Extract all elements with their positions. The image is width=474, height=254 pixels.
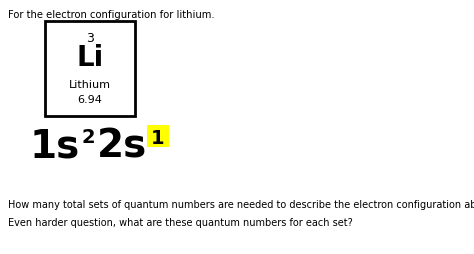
Text: Even harder question, what are these quantum numbers for each set?: Even harder question, what are these qua… [8, 217, 353, 227]
Text: 3: 3 [86, 32, 94, 45]
Text: For the electron configuration for lithium.: For the electron configuration for lithi… [8, 10, 215, 20]
Text: Li: Li [76, 44, 104, 72]
Text: 2s: 2s [97, 128, 147, 165]
Text: How many total sets of quantum numbers are needed to describe the electron confi: How many total sets of quantum numbers a… [8, 199, 474, 209]
Text: Lithium: Lithium [69, 80, 111, 90]
Text: 1: 1 [151, 129, 165, 147]
Text: 2: 2 [82, 128, 96, 146]
FancyBboxPatch shape [45, 22, 135, 117]
Text: 6.94: 6.94 [78, 95, 102, 105]
FancyBboxPatch shape [147, 125, 169, 147]
Text: 1s: 1s [30, 128, 80, 165]
